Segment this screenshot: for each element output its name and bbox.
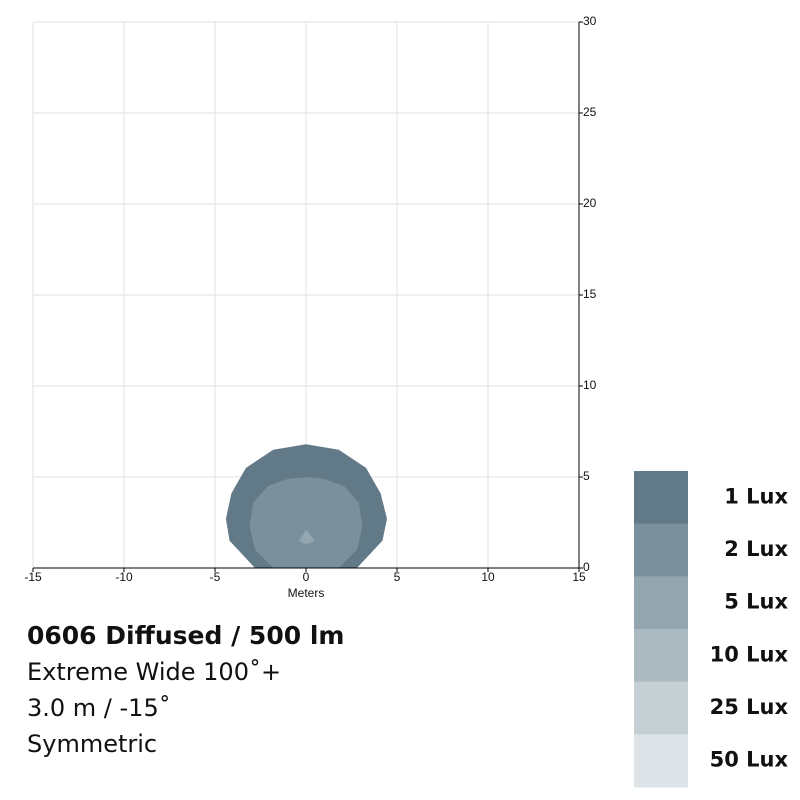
subtitle: Symmetric [27,730,157,758]
y-tick-label: 10 [583,378,597,392]
y-tick-label: 15 [583,287,597,301]
y-tick-label: 5 [583,469,590,483]
legend-label: 2 Lux [724,537,788,561]
legend-swatch [634,576,688,630]
y-tick-label: 0 [583,560,590,574]
x-tick-label: 0 [303,570,310,584]
subtitle: Extreme Wide 100˚+ [27,658,281,686]
x-tick-label: 5 [394,570,401,584]
legend-label: 25 Lux [710,695,789,719]
isolux-contour [298,529,316,545]
chart-title: 0606 Diffused / 500 lm [27,621,344,650]
x-axis-label: Meters [288,586,325,600]
y-tick-label: 30 [583,14,597,28]
x-tick-label: -10 [115,570,133,584]
x-tick-label: 15 [572,570,586,584]
legend-swatch [634,681,688,735]
legend-swatch [634,629,688,683]
legend-label: 1 Lux [724,484,788,508]
x-tick-label: 10 [481,570,495,584]
x-tick-label: -15 [24,570,42,584]
subtitle: 3.0 m / -15˚ [27,694,171,722]
y-tick-label: 20 [583,196,597,210]
legend-swatch [634,523,688,577]
legend-label: 50 Lux [710,748,789,772]
isolux-contour [249,477,363,568]
legend-label: 10 Lux [710,642,789,666]
legend-swatch [634,471,688,525]
legend-swatch [634,734,688,788]
x-tick-label: -5 [210,570,221,584]
y-tick-label: 25 [583,105,597,119]
legend-label: 5 Lux [724,590,788,614]
